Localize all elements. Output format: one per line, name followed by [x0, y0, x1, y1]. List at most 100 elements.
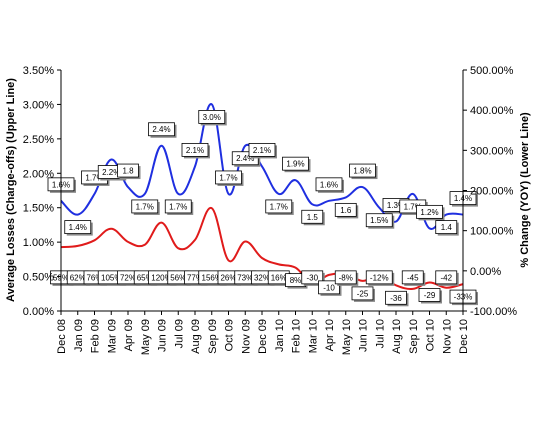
x-tick-label: Jun 09 — [157, 319, 169, 352]
data-label-text: 105% — [101, 273, 121, 282]
x-tick-label: Feb 09 — [90, 319, 102, 353]
data-label-box — [349, 163, 376, 178]
data-label-box — [435, 220, 458, 235]
y-tick-label: 0.00% — [23, 306, 54, 318]
data-label-box — [334, 270, 357, 285]
data-label-box — [385, 290, 407, 305]
data-label: 1.4 — [435, 220, 459, 236]
data-label-box — [215, 170, 242, 185]
data-label-text: 1.2% — [420, 208, 438, 217]
y2-tick-label: 300.00% — [470, 145, 514, 157]
data-label: 1.7% — [131, 199, 160, 215]
data-label-text: 2.4% — [236, 154, 254, 163]
data-label: 1.6% — [315, 177, 344, 193]
data-label-text: 1.8 — [122, 167, 134, 176]
data-label-text: 2.2% — [102, 168, 120, 177]
x-tick-label: Jun 10 — [358, 319, 370, 352]
data-label-text: -8% — [339, 273, 353, 282]
data-label-text: 65% — [137, 273, 153, 282]
data-label: 1.2% — [416, 204, 445, 221]
data-label-text: 1.4 — [441, 223, 453, 232]
data-label: 2.1% — [181, 142, 210, 159]
data-label: 1.9% — [282, 156, 311, 173]
x-tick-label: Oct 10 — [425, 319, 437, 351]
data-label-box — [435, 270, 458, 285]
data-label: 1.8% — [349, 163, 378, 180]
data-label-box — [418, 288, 441, 302]
data-label-text: 120% — [151, 273, 171, 282]
x-tick-label: Dec 09 — [257, 319, 269, 354]
y-tick-label: 3.00% — [23, 99, 54, 111]
data-label-text: 73% — [237, 273, 253, 282]
data-label-text: 1.5% — [370, 216, 388, 225]
y-tick-label: 1.00% — [23, 237, 54, 249]
data-label-box — [351, 286, 374, 301]
x-tick-label: Jan 09 — [73, 319, 85, 352]
data-label-text: -25 — [357, 289, 369, 298]
data-label-box — [318, 280, 340, 295]
data-label-text: 1.8% — [353, 167, 371, 176]
y-tick-label: 0.50% — [23, 272, 54, 284]
data-label-box — [198, 110, 226, 124]
data-label-text: -29 — [424, 291, 436, 300]
x-tick-label: Jul 09 — [173, 319, 185, 348]
y-tick-label: 2.00% — [23, 168, 54, 180]
data-label-text: 56% — [170, 273, 186, 282]
data-label-text: 2.1% — [186, 146, 204, 155]
data-label-text: -45 — [407, 273, 419, 282]
data-label-text: 1.7% — [219, 173, 237, 182]
y2-tick-label: -100.00% — [470, 306, 517, 318]
data-label-text: -10 — [323, 283, 335, 292]
axes: 0.00% 0.50% 1.00% 1.50% 2.00% 2.50% 3.00% 3.50%… — [23, 65, 518, 355]
x-tick-label: Mar 10 — [307, 319, 319, 353]
data-label-box — [64, 220, 92, 235]
x-tick-label: Feb 10 — [291, 319, 303, 353]
data-label-text: 1.4% — [69, 223, 87, 232]
data-label-box — [334, 202, 357, 217]
data-label-box — [315, 177, 343, 192]
data-label-box — [148, 122, 175, 137]
data-label: 1.5% — [365, 213, 395, 229]
x-tick-label: Jan 10 — [274, 319, 286, 352]
data-label-text: 1.6 — [340, 206, 352, 215]
x-tick-label: Aug 10 — [391, 319, 403, 354]
x-tick-label: Dec 08 — [56, 319, 68, 354]
data-label-text: 16% — [271, 273, 287, 282]
data-label: -45 — [401, 270, 426, 286]
data-label-box — [131, 199, 159, 214]
data-label-text: 76% — [86, 273, 102, 282]
data-label-text: 77% — [187, 273, 203, 282]
data-label-text: 32% — [254, 273, 270, 282]
data-label-box — [265, 199, 293, 214]
data-label: 1.5 — [301, 209, 325, 226]
data-label-box — [365, 270, 393, 285]
data-label-text: 1.7% — [136, 202, 154, 211]
data-label: 2.1% — [248, 142, 277, 159]
data-label-box — [164, 199, 192, 214]
data-label-box — [117, 163, 139, 178]
data-label-text: 1.3% — [387, 201, 405, 210]
data-label-text: 72% — [120, 273, 136, 282]
data-label-text: -42 — [440, 273, 452, 282]
data-label: -33% — [449, 289, 478, 306]
y2-tick-label: 0.00% — [470, 266, 501, 278]
data-label: -10 — [318, 280, 342, 296]
y2-tick-label: 200.00% — [470, 186, 514, 198]
data-label: 1.7% — [265, 199, 294, 215]
y-axis-title: Average Losses (Charge-offs) (Upper Line… — [5, 78, 17, 302]
x-tick-label: Nov 10 — [441, 319, 453, 354]
data-label: 1.6 — [334, 202, 359, 219]
data-label-box — [365, 213, 393, 228]
x-tick-label: Jul 10 — [374, 319, 386, 348]
data-label: 2.4% — [148, 122, 177, 138]
data-label: 1.7% — [164, 199, 194, 215]
data-label-box — [301, 270, 324, 285]
data-label-text: 156% — [202, 273, 222, 282]
y2-tick-label: 500.00% — [470, 65, 514, 77]
y2-tick-label: 400.00% — [470, 105, 514, 117]
data-label: -8% — [334, 270, 359, 286]
x-tick-label: Apr 10 — [324, 319, 336, 351]
y-tick-label: 2.50% — [23, 134, 54, 146]
data-label: 3.0% — [198, 110, 227, 126]
